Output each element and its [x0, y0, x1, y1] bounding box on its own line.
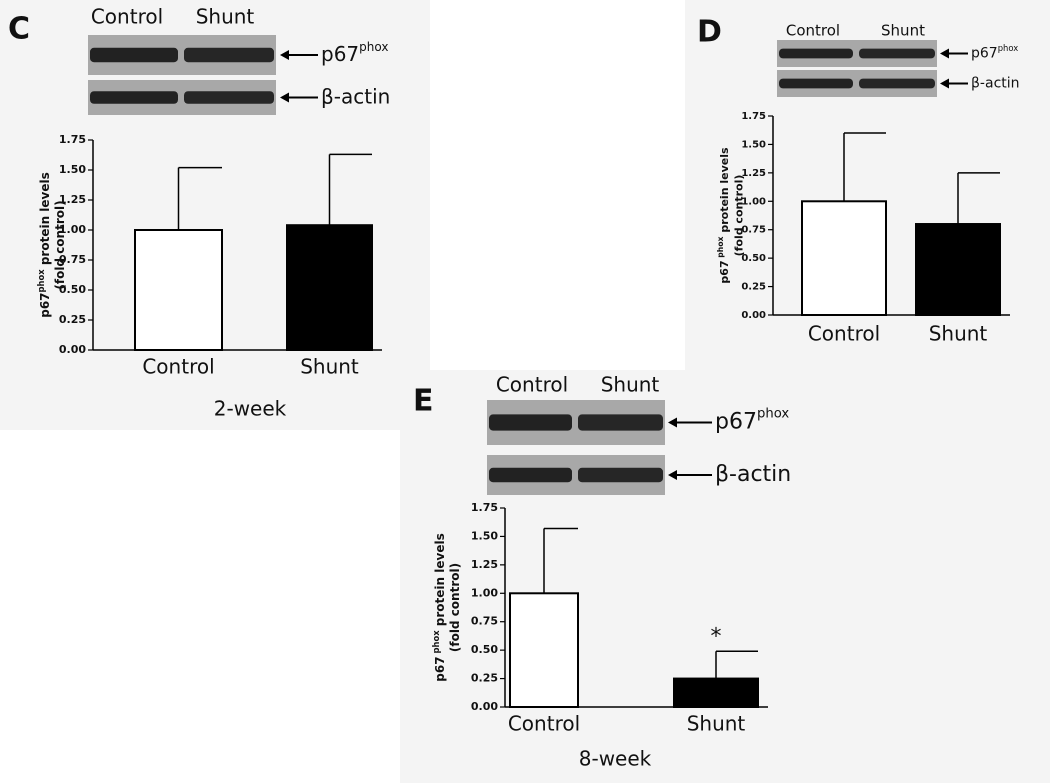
blot-lane-label: Shunt	[196, 5, 255, 29]
band-name: β-actin	[321, 84, 390, 108]
y-tick-label: 1.50	[471, 529, 498, 542]
arrow-head	[940, 48, 949, 59]
blot-band	[779, 48, 853, 59]
panel-letter: E	[413, 384, 434, 419]
blot-lane-label: Control	[786, 22, 840, 40]
annotation: *	[711, 624, 722, 649]
y-tick-label: 1.00	[59, 223, 86, 236]
blot-band-label: β-actin	[715, 462, 791, 487]
band-superscript: phox	[359, 40, 388, 54]
y-label-part: p67	[718, 260, 731, 283]
blot-band	[578, 414, 663, 431]
blot-band	[859, 78, 935, 89]
arrow-head	[668, 470, 677, 480]
chart-title: 8-week	[579, 747, 652, 771]
y-tick-label: 1.00	[471, 586, 498, 599]
blot-band	[578, 467, 663, 483]
blot-lane-label: Shunt	[601, 373, 660, 397]
band-name: β-actin	[971, 76, 1020, 92]
y-label-part: p67	[38, 292, 52, 317]
bar	[509, 592, 579, 708]
y-axis-label: (fold control)	[448, 563, 462, 652]
y-label-part: protein levels	[718, 147, 731, 236]
y-tick-label: 0.50	[471, 643, 498, 656]
x-tick-label: Control	[142, 355, 214, 379]
y-tick-label: 0.25	[471, 672, 498, 685]
y-tick-label: 0.75	[741, 225, 766, 236]
y-tick-label: 0.50	[59, 283, 86, 296]
blot-band	[184, 91, 274, 104]
bar	[801, 200, 887, 317]
bar	[134, 229, 223, 351]
y-label-superscript: phox	[716, 236, 725, 260]
band-superscript: phox	[757, 407, 789, 422]
arrow-head	[280, 50, 289, 60]
blot-band-label: p67phox	[715, 407, 789, 435]
x-tick-label: Shunt	[300, 355, 359, 379]
y-tick-label: 1.75	[471, 501, 498, 514]
y-tick-label: 1.50	[59, 163, 86, 176]
y-tick-label: 0.75	[59, 253, 86, 266]
y-tick-label: 1.25	[471, 558, 498, 571]
y-axis-label: p67 phox protein levels	[716, 147, 731, 284]
x-tick-label: Shunt	[929, 322, 988, 346]
y-label-part: protein levels	[38, 172, 52, 269]
blot-lane-label: Control	[91, 5, 163, 29]
y-tick-label: 1.75	[741, 111, 766, 122]
y-axis-label: (fold control)	[732, 175, 745, 257]
y-label-superscript: phox	[430, 630, 440, 657]
arrow-head	[280, 92, 289, 103]
blot-band	[184, 47, 274, 63]
y-axis-label: p67phox protein levels	[35, 172, 51, 318]
y-tick-label: 0.00	[471, 700, 498, 713]
y-tick-label: 1.25	[741, 168, 766, 179]
y-tick-label: 1.25	[59, 193, 86, 206]
y-label-superscript: phox	[35, 269, 45, 293]
x-tick-label: Shunt	[687, 712, 746, 736]
blot-band-label: p67phox	[971, 42, 1018, 61]
band-name: p67	[321, 42, 359, 66]
band-name: p67	[715, 410, 757, 435]
y-tick-label: 0.00	[741, 310, 766, 321]
arrow-head	[668, 417, 677, 428]
bar	[286, 224, 373, 351]
arrow-head	[940, 78, 949, 89]
y-axis-label: p67 phox protein levels	[430, 533, 446, 681]
y-axis-label: (fold control)	[53, 200, 67, 289]
blot-band-label: p67phox	[321, 40, 388, 66]
y-tick-label: 1.50	[741, 139, 766, 150]
band-name: p67	[971, 46, 998, 62]
panel-letter: C	[8, 12, 30, 47]
y-tick-label: 1.00	[741, 196, 766, 207]
band-superscript: phox	[998, 42, 1018, 52]
blot-band-label: β-actin	[321, 84, 390, 108]
band-name: β-actin	[715, 462, 791, 487]
bar	[673, 677, 759, 708]
y-tick-label: 0.25	[741, 282, 766, 293]
blot-band	[489, 467, 572, 483]
y-tick-label: 0.25	[59, 313, 86, 326]
y-label-part: p67	[433, 656, 447, 681]
x-tick-label: Control	[508, 712, 580, 736]
panel-letter: D	[697, 15, 722, 50]
blot-band	[779, 78, 853, 89]
y-tick-label: 1.75	[59, 133, 86, 146]
blot-band	[90, 91, 178, 104]
y-tick-label: 0.50	[741, 253, 766, 264]
blot-band	[90, 47, 178, 63]
blot-lane-label: Control	[496, 373, 568, 397]
x-tick-label: Control	[808, 322, 880, 346]
blot-band	[489, 414, 572, 431]
y-tick-label: 0.00	[59, 343, 86, 356]
y-tick-label: 0.75	[471, 615, 498, 628]
blot-lane-label: Shunt	[881, 22, 925, 40]
chart-title: 2-week	[214, 397, 287, 421]
bar	[915, 223, 1001, 316]
blot-band-label: β-actin	[971, 76, 1020, 92]
y-label-part: protein levels	[433, 533, 447, 630]
blot-band	[859, 48, 935, 59]
